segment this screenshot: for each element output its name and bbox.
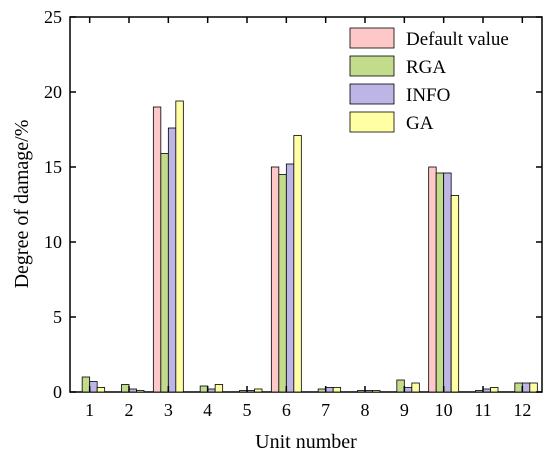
x-tick-label: 10 <box>435 400 453 420</box>
bar-ga <box>293 135 302 393</box>
bars <box>81 100 538 393</box>
legend-swatch <box>349 111 395 133</box>
y-tick-label: 0 <box>53 382 62 402</box>
bar-info <box>246 390 255 393</box>
x-tick-label: 2 <box>125 400 134 420</box>
bar-ga <box>254 388 263 393</box>
bar-ga <box>529 382 538 393</box>
bar-ga <box>175 100 184 393</box>
bar-default-value <box>270 166 280 393</box>
bar-rga <box>278 174 287 393</box>
legend-label: GA <box>406 113 434 134</box>
bar-info <box>482 388 491 393</box>
x-tick-label: 1 <box>85 400 94 420</box>
bar-info <box>207 388 216 393</box>
bar-rga <box>435 172 445 393</box>
bar-rga <box>357 390 366 393</box>
bar-rga <box>81 376 91 393</box>
bar-info <box>443 172 452 393</box>
y-tick-label: 15 <box>44 157 62 177</box>
x-tick-label: 7 <box>321 400 330 420</box>
bar-ga <box>136 390 145 393</box>
x-tick-label: 11 <box>474 400 491 420</box>
bar-ga <box>490 387 499 393</box>
x-axis-ticks: 1 2 3 4 5 6 7 8 9 10 11 12 <box>85 17 531 420</box>
bar-info <box>325 387 334 393</box>
x-tick-label: 9 <box>400 400 409 420</box>
bar-rga <box>199 385 209 393</box>
legend-swatch <box>349 55 395 77</box>
bar-info <box>285 163 295 393</box>
x-tick-label: 5 <box>243 400 252 420</box>
y-axis-ticks: 0 5 10 15 20 25 <box>44 7 542 402</box>
bar-ga <box>450 195 460 393</box>
y-tick-label: 10 <box>44 232 62 252</box>
bar-rga <box>396 379 405 393</box>
x-axis-title: Unit number <box>255 431 357 453</box>
plot-frame <box>69 16 543 393</box>
bar-rga <box>121 384 130 393</box>
bar-info <box>89 381 98 393</box>
legend-label: Default value <box>406 29 509 50</box>
bar-ga <box>96 387 106 393</box>
y-axis-title: Degree of damage/% <box>11 120 33 289</box>
y-tick-label: 5 <box>53 307 62 327</box>
legend-label: INFO <box>406 85 450 106</box>
legend-label: RGA <box>406 57 446 78</box>
legend-swatch <box>349 27 395 49</box>
bar-rga <box>475 390 484 393</box>
bar-ga <box>214 384 224 393</box>
bar-info <box>403 387 413 393</box>
x-tick-label: 12 <box>513 400 531 420</box>
bar-rga <box>239 390 248 393</box>
bar-ga <box>411 382 420 393</box>
y-tick-label: 20 <box>44 82 62 102</box>
bar-info <box>364 390 373 393</box>
x-tick-label: 4 <box>203 400 212 420</box>
bar-info <box>128 388 137 393</box>
x-tick-label: 8 <box>361 400 370 420</box>
bar-default-value <box>428 166 437 393</box>
bar-info <box>521 382 531 393</box>
bar-ga <box>332 387 342 393</box>
x-tick-label: 3 <box>164 400 173 420</box>
axes <box>69 16 543 393</box>
y-tick-label: 25 <box>44 7 62 27</box>
bar-rga <box>160 153 169 393</box>
bar-rga <box>514 382 523 393</box>
bar-ga <box>372 390 381 393</box>
bar-rga <box>317 388 327 393</box>
x-tick-label: 6 <box>282 400 291 420</box>
bar-default-value <box>152 106 162 393</box>
bar-info <box>167 127 177 393</box>
legend-swatch <box>349 83 395 105</box>
legend: Default value RGA INFO GA <box>349 27 509 134</box>
